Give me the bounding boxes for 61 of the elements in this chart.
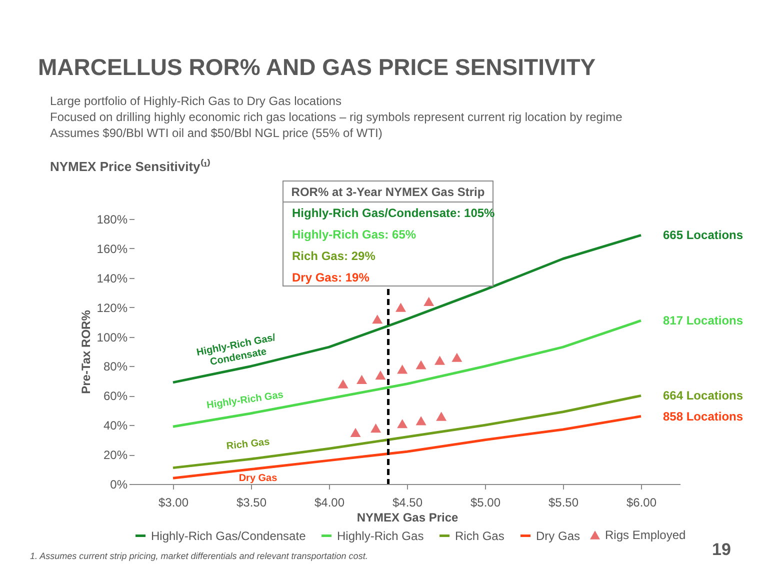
point	[416, 416, 426, 426]
y-tick-label: 180%	[96, 212, 128, 226]
point	[452, 352, 462, 362]
y-axis-title: Pre-Tax ROR%	[78, 310, 93, 394]
y-tick-label: 60%	[103, 389, 128, 404]
x-tick-label: $3.00	[158, 496, 189, 510]
y-tick-label: 20%	[103, 448, 128, 462]
annotation: Highly-Rich Gas/ Condensate	[196, 332, 277, 368]
annotation: Highly-Rich Gas	[206, 390, 285, 412]
x-tick-label: $6.00	[626, 496, 657, 510]
x-tick-label: $4.00	[314, 496, 345, 510]
point	[436, 412, 447, 421]
annotation: Dry Gas: 19%	[292, 270, 370, 284]
point	[396, 302, 406, 312]
legend-label: Dry Gas	[536, 528, 580, 543]
point	[338, 379, 348, 388]
y-tick-label: 140%	[96, 271, 128, 286]
text: Assumes $90/Bbl WTI oil and $50/Bbl NGL price (55% of WTI)	[50, 126, 382, 140]
y-tick-label: 0%	[110, 478, 128, 492]
x-tick-label: $4.50	[392, 496, 423, 510]
y-tick-label: 100%	[96, 330, 128, 344]
line-series	[172, 394, 642, 470]
point	[424, 296, 434, 306]
point	[350, 428, 361, 438]
point	[397, 419, 408, 428]
annotation: Dry Gas	[238, 473, 278, 484]
legend-label: Highly-Rich Gas	[337, 528, 424, 543]
point	[375, 370, 386, 380]
text: Large portfolio of Highly-Rich Gas to Dry Gas locations	[50, 94, 342, 108]
annotation: Rich Gas: 29%	[292, 249, 376, 263]
y-tick-label: 160%	[96, 242, 128, 256]
point	[397, 364, 408, 374]
text: Focused on drilling highly economic rich gas locations – rig symbols represent current rig location by regime	[50, 110, 623, 124]
annotation: 665 Locations	[663, 228, 744, 242]
y-tick-label: 80%	[103, 360, 128, 374]
annotation: Highly-Rich Gas/Condensate: 105%	[292, 206, 496, 220]
y-tick-label: 40%	[103, 418, 128, 433]
legend-label: Rich Gas	[455, 528, 504, 543]
line-series	[172, 319, 642, 428]
text: ROR% at 3-Year NYMEX Gas Strip	[291, 185, 485, 199]
annotation: Highly-Rich Gas: 65%	[292, 228, 416, 242]
x-tick-label: $5.00	[470, 496, 501, 510]
annotation: 664 Locations	[663, 388, 744, 403]
chart-title: MARCELLUS ROR% AND GAS PRICE SENSITIVITY	[38, 54, 596, 80]
point	[370, 424, 382, 433]
point	[416, 360, 426, 370]
legend-label: Rigs Employed	[605, 528, 686, 542]
point	[372, 314, 383, 324]
y-tick-label: 120%	[96, 300, 128, 315]
text: NYMEX Price Sensitivity⁽¹⁾	[50, 158, 211, 174]
annotation: 858 Locations	[663, 409, 744, 424]
annotation: Rich Gas	[226, 436, 271, 452]
x-axis-title: NYMEX Gas Price	[356, 510, 459, 524]
x-tick-label: $5.50	[548, 496, 579, 510]
point	[434, 356, 446, 365]
point	[356, 374, 368, 384]
text: 19	[712, 540, 731, 559]
text: 1. Assumes current strip pricing, market differentials and relevant transportation cost.	[30, 551, 368, 561]
legend-label: Highly-Rich Gas/Condensate	[151, 528, 306, 543]
x-tick-label: $3.50	[236, 496, 267, 510]
annotation: 817 Locations	[663, 314, 744, 328]
